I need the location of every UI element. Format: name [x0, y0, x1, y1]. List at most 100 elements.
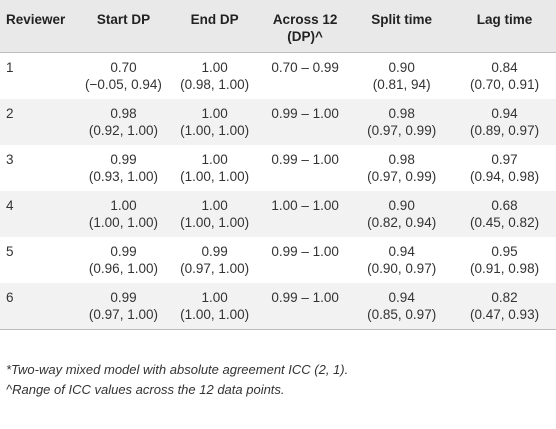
cell-split-time: 0.98 (0.97, 0.99)	[350, 99, 453, 145]
table-row: 2 0.98 (0.92, 1.00) 1.00 (1.00, 1.00) 0.99 – …	[0, 99, 556, 145]
table-row: 3 0.99 (0.93, 1.00) 1.00 (1.00, 1.00) 0.99 – …	[0, 145, 556, 191]
footnotes: *Two-way mixed model with absolute agree…	[6, 360, 551, 400]
table-row: 6 0.99 (0.97, 1.00) 1.00 (1.00, 1.00) 0.99 – …	[0, 283, 556, 330]
table-row: 1 0.70 (−0.05, 0.94) 1.00 (0.98, 1.00) 0.70 –…	[0, 52, 556, 100]
cell-end-dp-value: 0.99	[201, 244, 228, 259]
cell-end-dp-value: 1.00	[201, 198, 228, 213]
cell-across-12: 0.99 – 1.00	[271, 244, 339, 259]
cell-end-dp: 1.00 (1.00, 1.00)	[169, 145, 260, 191]
cell-split-time-ci: (0.82, 0.94)	[367, 215, 437, 230]
cell-across-12: 0.99 – 1.00	[271, 152, 339, 167]
cell-across-12: 0.99 – 1.00	[271, 106, 339, 121]
cell-start-dp-ci: (0.93, 1.00)	[88, 169, 158, 184]
cell-lag-time-ci: (0.45, 0.82)	[470, 215, 540, 230]
cell-lag-time: 0.84 (0.70, 0.91)	[453, 53, 556, 100]
cell-split-time-value: 0.90	[388, 198, 415, 213]
cell-lag-time-ci: (0.91, 0.98)	[470, 261, 540, 276]
cell-lag-time-ci: (0.94, 0.98)	[470, 169, 540, 184]
header-lag-time: Lag time	[476, 12, 533, 27]
header-start-dp: Start DP	[96, 12, 151, 27]
cell-split-time: 0.94 (0.85, 0.97)	[350, 283, 453, 330]
cell-end-dp-value: 1.00	[201, 152, 228, 167]
header-split-time: Split time	[371, 12, 433, 27]
cell-lag-time: 0.82 (0.47, 0.93)	[453, 283, 556, 330]
cell-end-dp: 1.00 (1.00, 1.00)	[169, 283, 260, 330]
cell-end-dp-ci: (0.97, 1.00)	[180, 261, 250, 276]
cell-start-dp: 0.99 (0.97, 1.00)	[78, 283, 170, 330]
header-reviewer: Reviewer	[6, 12, 66, 27]
cell-start-dp-value: 0.70	[110, 60, 137, 75]
cell-lag-time: 0.97 (0.94, 0.98)	[453, 145, 556, 191]
cell-start-dp: 1.00 (1.00, 1.00)	[78, 191, 170, 237]
cell-start-dp: 0.70 (−0.05, 0.94)	[78, 53, 170, 100]
cell-end-dp-value: 1.00	[201, 60, 228, 75]
header-end-dp: End DP	[190, 12, 239, 27]
cell-reviewer: 2	[6, 106, 14, 121]
cell-start-dp-ci: (0.97, 1.00)	[88, 307, 158, 322]
footnote-range: ^Range of ICC values across the 12 data …	[6, 382, 285, 397]
cell-lag-time-ci: (0.89, 0.97)	[470, 123, 540, 138]
cell-lag-time-ci: (0.47, 0.93)	[470, 307, 540, 322]
cell-lag-time: 0.95 (0.91, 0.98)	[453, 237, 556, 283]
cell-lag-time-ci: (0.70, 0.91)	[470, 77, 540, 92]
cell-reviewer: 3	[6, 152, 14, 167]
cell-reviewer: 1	[6, 60, 14, 75]
cell-across-12: 0.99 – 1.00	[271, 290, 339, 305]
cell-reviewer: 4	[6, 198, 14, 213]
cell-end-dp: 1.00 (1.00, 1.00)	[169, 191, 260, 237]
cell-lag-time-value: 0.82	[491, 290, 518, 305]
cell-start-dp-value: 1.00	[110, 198, 137, 213]
cell-split-time-ci: (0.81, 94)	[372, 77, 431, 92]
cell-start-dp-ci: (1.00, 1.00)	[88, 215, 158, 230]
cell-across-12: 1.00 – 1.00	[271, 198, 339, 213]
cell-end-dp-ci: (0.98, 1.00)	[180, 77, 250, 92]
cell-split-time-value: 0.90	[388, 60, 415, 75]
table-header: Reviewer Start DP End DP Across 12 (DP)^…	[0, 0, 556, 53]
cell-split-time-value: 0.98	[388, 152, 415, 167]
cell-start-dp-value: 0.98	[110, 106, 137, 121]
footnote-icc-model: *Two-way mixed model with absolute agree…	[6, 362, 349, 377]
header-across-12: Across 12 (DP)^	[272, 12, 338, 44]
cell-start-dp-ci: (0.92, 1.00)	[88, 123, 158, 138]
cell-end-dp-ci: (1.00, 1.00)	[180, 215, 250, 230]
cell-split-time-value: 0.98	[388, 106, 415, 121]
cell-split-time: 0.98 (0.97, 0.99)	[350, 145, 453, 191]
cell-split-time-ci: (0.85, 0.97)	[367, 307, 437, 322]
cell-end-dp-ci: (1.00, 1.00)	[180, 307, 250, 322]
cell-start-dp-value: 0.99	[110, 152, 137, 167]
cell-lag-time-value: 0.68	[491, 198, 518, 213]
cell-end-dp-ci: (1.00, 1.00)	[180, 123, 250, 138]
cell-end-dp: 0.99 (0.97, 1.00)	[169, 237, 260, 283]
cell-lag-time-value: 0.84	[491, 60, 518, 75]
cell-start-dp-ci: (0.96, 1.00)	[88, 261, 158, 276]
cell-end-dp-ci: (1.00, 1.00)	[180, 169, 250, 184]
cell-split-time-value: 0.94	[388, 290, 415, 305]
cell-reviewer: 5	[6, 244, 14, 259]
cell-start-dp: 0.99 (0.93, 1.00)	[78, 145, 170, 191]
cell-split-time-ci: (0.90, 0.97)	[367, 261, 437, 276]
cell-end-dp-value: 1.00	[201, 290, 228, 305]
cell-lag-time-value: 0.94	[491, 106, 518, 121]
header-row: Reviewer Start DP End DP Across 12 (DP)^…	[0, 0, 556, 53]
cell-across-12: 0.70 – 0.99	[271, 60, 339, 75]
table-body: 1 0.70 (−0.05, 0.94) 1.00 (0.98, 1.00) 0.70 –…	[0, 52, 556, 330]
cell-lag-time-value: 0.95	[491, 244, 518, 259]
cell-split-time: 0.90 (0.81, 94)	[350, 53, 453, 100]
icc-table: Reviewer Start DP End DP Across 12 (DP)^…	[0, 0, 556, 330]
cell-lag-time: 0.68 (0.45, 0.82)	[453, 191, 556, 237]
cell-end-dp: 1.00 (0.98, 1.00)	[169, 53, 260, 100]
cell-start-dp: 0.98 (0.92, 1.00)	[78, 99, 170, 145]
cell-start-dp-ci: (−0.05, 0.94)	[84, 77, 162, 92]
cell-split-time: 0.94 (0.90, 0.97)	[350, 237, 453, 283]
cell-lag-time-value: 0.97	[491, 152, 518, 167]
table-row: 5 0.99 (0.96, 1.00) 0.99 (0.97, 1.00) 0.99 – …	[0, 237, 556, 283]
cell-reviewer: 6	[6, 290, 14, 305]
cell-end-dp-value: 1.00	[201, 106, 228, 121]
cell-split-time-ci: (0.97, 0.99)	[367, 123, 437, 138]
cell-split-time-value: 0.94	[388, 244, 415, 259]
cell-start-dp-value: 0.99	[110, 290, 137, 305]
cell-split-time-ci: (0.97, 0.99)	[367, 169, 437, 184]
cell-start-dp-value: 0.99	[110, 244, 137, 259]
table-row: 4 1.00 (1.00, 1.00) 1.00 (1.00, 1.00) 1.00 – …	[0, 191, 556, 237]
